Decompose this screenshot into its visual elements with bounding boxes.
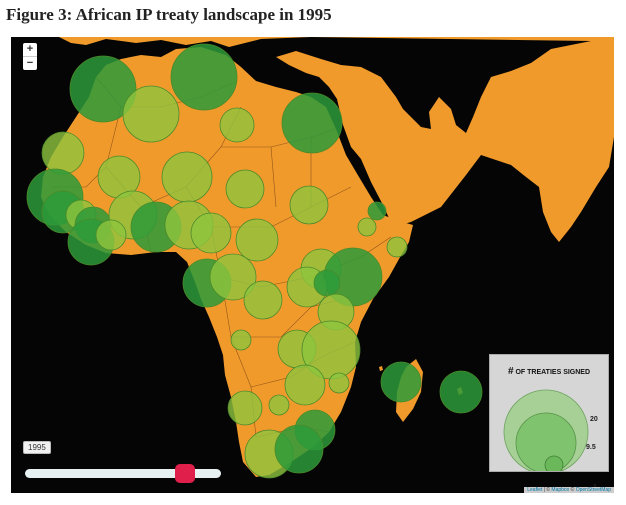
treaty-bubble[interactable] bbox=[357, 217, 377, 237]
treaty-bubble[interactable] bbox=[230, 329, 252, 351]
treaty-bubble[interactable] bbox=[380, 361, 422, 403]
treaty-bubble[interactable] bbox=[161, 151, 213, 203]
figure-title: Figure 3: African IP treaty landscape in… bbox=[6, 5, 332, 24]
treaty-bubble[interactable] bbox=[281, 92, 343, 154]
legend-hash: # bbox=[507, 366, 514, 377]
map-canvas[interactable] bbox=[11, 37, 614, 493]
legend-label-mid: 9.5 bbox=[586, 444, 596, 451]
land-europe bbox=[59, 37, 311, 47]
treaty-bubble[interactable] bbox=[219, 107, 255, 143]
treaty-bubble[interactable] bbox=[209, 253, 257, 301]
legend-circle-mid bbox=[515, 412, 577, 471]
treaty-bubble[interactable] bbox=[170, 43, 238, 111]
year-slider-track[interactable] bbox=[25, 469, 221, 478]
attribution-sep-2: © bbox=[569, 487, 576, 493]
treaty-bubble[interactable] bbox=[313, 269, 341, 297]
legend-label-max: 20 bbox=[590, 416, 598, 423]
legend-title-text: OF TREATIES SIGNED bbox=[515, 369, 591, 376]
legend-circles bbox=[503, 389, 589, 471]
year-slider-thumb[interactable] bbox=[175, 464, 195, 483]
year-label: 1995 bbox=[23, 441, 51, 454]
map-attribution: Leaflet | © Mapbox © OpenStreetMap bbox=[524, 487, 614, 493]
treaty-bubble[interactable] bbox=[284, 364, 326, 406]
treaty-bubble[interactable] bbox=[439, 370, 483, 414]
map-panel[interactable]: + − 1995 # OF TREATIES SIGNED 20 9.5 1 L… bbox=[11, 37, 614, 493]
treaty-bubble[interactable] bbox=[268, 394, 290, 416]
treaty-legend: # OF TREATIES SIGNED 20 9.5 1 bbox=[489, 354, 609, 491]
legend-circle-min bbox=[544, 455, 564, 471]
zoom-control: + − bbox=[23, 43, 37, 70]
treaty-bubble[interactable] bbox=[289, 185, 329, 225]
treaty-bubble[interactable] bbox=[41, 131, 85, 175]
attribution-osm-link[interactable]: OpenStreetMap bbox=[575, 487, 611, 493]
zoom-out-button[interactable]: − bbox=[23, 56, 37, 70]
land-comoros bbox=[379, 366, 383, 371]
attribution-leaflet-link[interactable]: Leaflet bbox=[527, 487, 543, 493]
attribution-mapbox-link[interactable]: Mapbox bbox=[551, 487, 570, 493]
treaty-bubble[interactable] bbox=[95, 219, 127, 251]
treaty-bubble[interactable] bbox=[328, 372, 350, 394]
zoom-in-button[interactable]: + bbox=[26, 43, 34, 55]
legend-title: # OF TREATIES SIGNED bbox=[490, 366, 608, 377]
land-asia bbox=[276, 37, 614, 242]
treaty-bubble[interactable] bbox=[227, 390, 263, 426]
treaty-bubble[interactable] bbox=[122, 85, 180, 143]
treaty-bubble[interactable] bbox=[235, 218, 279, 262]
attribution-sep-1: | © bbox=[542, 487, 552, 493]
treaty-bubble[interactable] bbox=[225, 169, 265, 209]
treaty-bubble[interactable] bbox=[190, 212, 232, 254]
treaty-bubbles bbox=[26, 43, 483, 479]
treaty-bubble[interactable] bbox=[386, 236, 408, 258]
treaty-bubble[interactable] bbox=[367, 201, 387, 221]
treaty-bubble[interactable] bbox=[243, 280, 283, 320]
treaty-bubble[interactable] bbox=[274, 424, 324, 474]
treaty-bubble[interactable] bbox=[69, 55, 137, 123]
